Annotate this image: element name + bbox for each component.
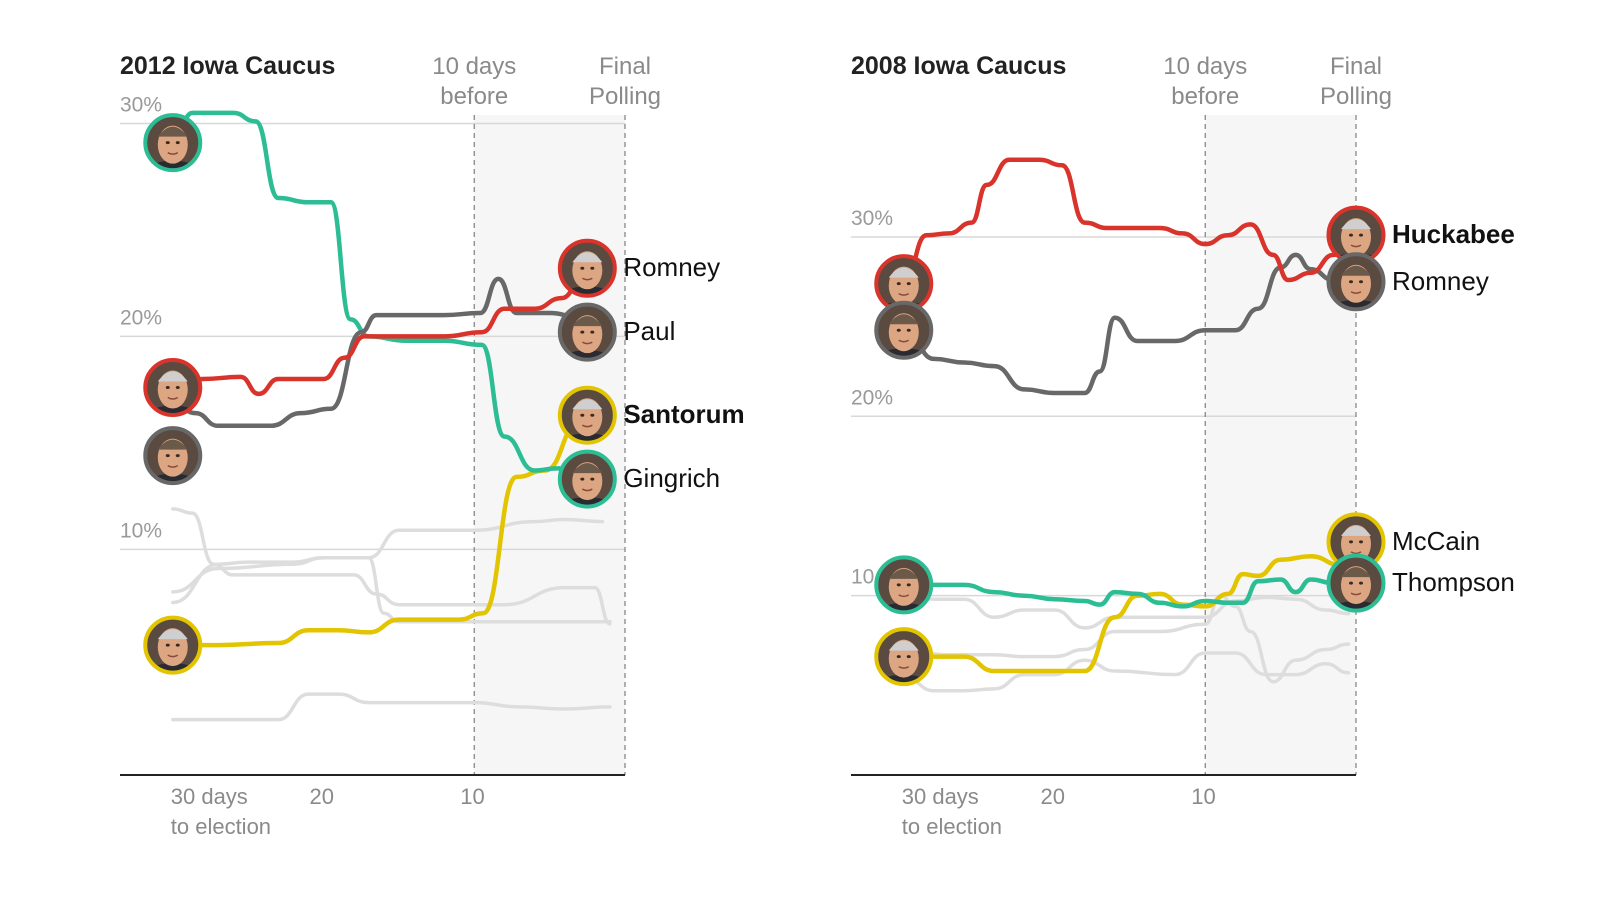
plot-area-2012: 10% 20% 30%: [120, 94, 626, 776]
series-line-7: [170, 266, 590, 397]
column-label: Final Polling: [555, 52, 695, 112]
series-line-4: [170, 419, 583, 648]
x-tick-label-line: 10: [460, 784, 485, 809]
column-label-line: 10 days: [432, 53, 517, 80]
portrait-start-santorum-2012: [143, 615, 203, 675]
column-label-line: before: [1171, 83, 1240, 110]
series-line-5: [170, 110, 583, 473]
series-line-2: [902, 593, 1351, 684]
series-line-6: [170, 276, 583, 429]
x-tick-label-line: 10: [1191, 784, 1216, 809]
candidate-label-mccain: McCain: [1392, 525, 1481, 556]
y-tick-label: 30%: [120, 94, 162, 117]
portrait-end-thompson-2008: [1326, 553, 1386, 613]
portrait-end-paul-2012: [557, 302, 617, 362]
x-tick-label-line: 30 days: [901, 784, 979, 809]
column-label-line: Final: [598, 53, 652, 80]
final-days-shading: [474, 115, 625, 775]
x-tick-label-line: 20: [1040, 784, 1065, 809]
column-label: 10 days before: [404, 52, 544, 112]
series-line-3: [901, 553, 1344, 674]
column-label: Final Polling: [1286, 52, 1426, 112]
x-tick-label: 30 days to election: [171, 782, 271, 842]
portrait-end-romney-2012: [557, 238, 617, 298]
y-tick-label: 10: [851, 566, 874, 589]
x-tick-label: 30 days to election: [902, 782, 1002, 842]
portrait-start-romney-2012: [143, 358, 203, 418]
series-line-1: [171, 517, 605, 605]
column-label-line: Final: [1329, 53, 1383, 80]
column-label-line: 10 days: [1163, 53, 1248, 80]
chart-title-2012: 2012 Iowa Caucus: [120, 52, 336, 80]
x-tick-label-line: to election: [901, 814, 1003, 839]
portrait-end-gingrich-2012: [557, 449, 617, 509]
series-line-1: [902, 651, 1351, 693]
y-tick-label: 10%: [120, 519, 162, 542]
portrait-start-paul-2012: [143, 426, 203, 486]
chart-2008-iowa-caucus: 10 20% 30% 2008 Iowa Caucus Huckabee Romney…: [731, 0, 1515, 900]
portrait-start-thompson-2008: [874, 555, 934, 615]
series-line-4: [901, 577, 1336, 609]
chart-2012-iowa-caucus: 10% 20% 30% 2012 Iowa Caucus Romney Paul San…: [0, 0, 780, 900]
candidate-label-thompson: Thompson: [1392, 567, 1515, 598]
portrait-start-mccain-2008: [874, 627, 934, 687]
column-label: 10 days before: [1135, 52, 1275, 112]
candidate-label-huckabee: Huckabee: [1392, 219, 1515, 250]
y-tick-label: 20%: [851, 386, 893, 409]
column-label-line: Polling: [1319, 83, 1393, 110]
portrait-start-romney-2008: [874, 300, 934, 360]
column-label-line: Polling: [588, 83, 662, 110]
column-label-line: before: [440, 83, 509, 110]
portrait-start-gingrich-2012: [143, 113, 203, 173]
series-line-2: [171, 556, 612, 624]
y-tick-label: 30%: [851, 207, 893, 230]
candidate-label-gingrich: Gingrich: [623, 463, 721, 494]
series-line-6: [901, 157, 1359, 286]
x-tick-label: 10: [1191, 782, 1215, 812]
candidate-label-santorum: Santorum: [623, 399, 745, 430]
candidate-label-romney: Romney: [1392, 265, 1489, 296]
x-tick-label-line: to election: [170, 814, 272, 839]
x-tick-label: 10: [460, 782, 484, 812]
portrait-end-romney-2008: [1326, 252, 1386, 312]
candidate-label-romney: Romney: [623, 252, 721, 283]
x-tick-label-line: 20: [309, 784, 334, 809]
x-tick-label: 20: [1041, 782, 1065, 812]
series-line-3: [171, 692, 612, 722]
candidate-label-paul: Paul: [623, 316, 676, 347]
plot-area-2008: 10 20% 30%: [851, 115, 1386, 776]
x-tick-label: 20: [310, 782, 334, 812]
portrait-end-santorum-2012: [557, 385, 617, 445]
chart-title-2008: 2008 Iowa Caucus: [851, 52, 1067, 80]
x-tick-label-line: 30 days: [170, 784, 248, 809]
y-tick-label: 20%: [120, 306, 162, 329]
